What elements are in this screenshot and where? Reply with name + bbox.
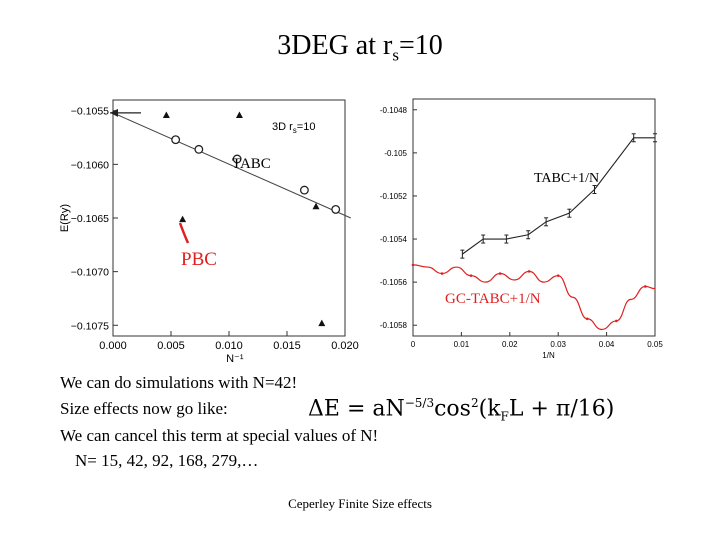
left-y-tick-label: −0.1065: [71, 213, 109, 225]
left-legend-text: 3D rs=10: [272, 121, 315, 135]
right-x-tick-label: 0.03: [550, 340, 566, 349]
gc-tabc-1n-point: [498, 272, 502, 275]
pbc-point: [179, 215, 187, 223]
pbc-point: [318, 319, 326, 327]
extrapolation-arrowhead: [110, 108, 118, 117]
left-y-tick-label: −0.1070: [71, 267, 109, 279]
left-x-tick-label: 0.010: [215, 340, 243, 352]
right-x-tick-label: 0.02: [502, 340, 518, 349]
legend-sub: s: [293, 126, 297, 135]
left-x-tick-label: 0.005: [157, 340, 185, 352]
right-y-tick-label: -0.1056: [380, 278, 408, 287]
tabc-1n-line: [462, 137, 655, 255]
tabc-fit-line: [112, 112, 352, 219]
label-gc-tabc-1n: GC-TABC+1/N: [445, 291, 541, 307]
label-tabc: TABC: [232, 156, 271, 172]
right-y-tick-label: -0.105: [384, 149, 407, 158]
right-x-tick-label: 0.01: [454, 340, 470, 349]
left-y-tick-label: −0.1055: [71, 106, 109, 118]
legend-tail: =10: [297, 121, 316, 133]
gc-tabc-1n-point: [411, 263, 415, 267]
body-line-4: N= 15, 42, 92, 168, 279,…: [75, 451, 259, 470]
right-x-tick-label: 0.04: [599, 340, 615, 349]
right-y-tick-label: -0.1048: [380, 106, 408, 115]
left-x-axis-label: N⁻¹: [226, 353, 244, 365]
footer-caption: Ceperley Finite Size effects: [288, 496, 432, 511]
right-y-tick-label: -0.1054: [380, 235, 408, 244]
pbc-point: [312, 202, 320, 210]
tabc-point: [232, 154, 242, 164]
gc-tabc-1n-point: [614, 319, 618, 323]
gc-tabc-1n-point: [527, 270, 531, 273]
gc-tabc-1n-point: [469, 274, 473, 277]
left-y-tick-label: −0.1075: [71, 320, 109, 332]
right-x-tick-label: 0: [411, 340, 416, 349]
tabc-point: [171, 135, 181, 145]
tabc-point: [331, 204, 341, 214]
left-x-tick-label: 0.000: [99, 340, 127, 352]
body-line-1: We can do simulations with N=42!: [60, 373, 298, 392]
tabc-point: [194, 144, 204, 154]
gc-tabc-1n-point: [644, 285, 647, 288]
right-plot-frame: [412, 98, 656, 337]
gc-tabc-1n-point: [556, 274, 560, 277]
left-y-tick-label: −0.1060: [71, 159, 109, 171]
label-tabc-1n: TABC+1/N: [534, 171, 599, 186]
slide-title: 3DEG at rs=10: [277, 30, 443, 65]
right-y-tick-label: -0.1058: [380, 321, 408, 330]
gc-tabc-1n-curve: [412, 264, 656, 331]
left-x-tick-label: 0.015: [273, 340, 301, 352]
size-effect-formula: ΔE = aN−5/3cos2(kFL + π/16): [308, 396, 615, 424]
right-y-tick-label: -0.1052: [380, 192, 408, 201]
body-line-2: Size effects now go like:: [60, 399, 228, 418]
left-x-tick-label: 0.020: [331, 340, 359, 352]
left-plot-frame: [112, 99, 346, 337]
pbc-point: [235, 111, 243, 119]
left-y-axis-label: E(Ry): [59, 204, 71, 232]
right-x-tick-label: 0.05: [647, 340, 663, 349]
label-pbc: PBC: [181, 249, 217, 270]
legend-main: 3D r: [272, 121, 293, 133]
tabc-point: [299, 185, 309, 195]
pbc-pointer: [178, 222, 190, 244]
gc-tabc-1n-point: [585, 317, 589, 321]
right-x-axis-label: 1/N: [542, 351, 555, 360]
pbc-point: [162, 111, 170, 119]
gc-tabc-1n-point: [440, 272, 444, 275]
body-line-3: We can cancel this term at special value…: [60, 426, 379, 445]
